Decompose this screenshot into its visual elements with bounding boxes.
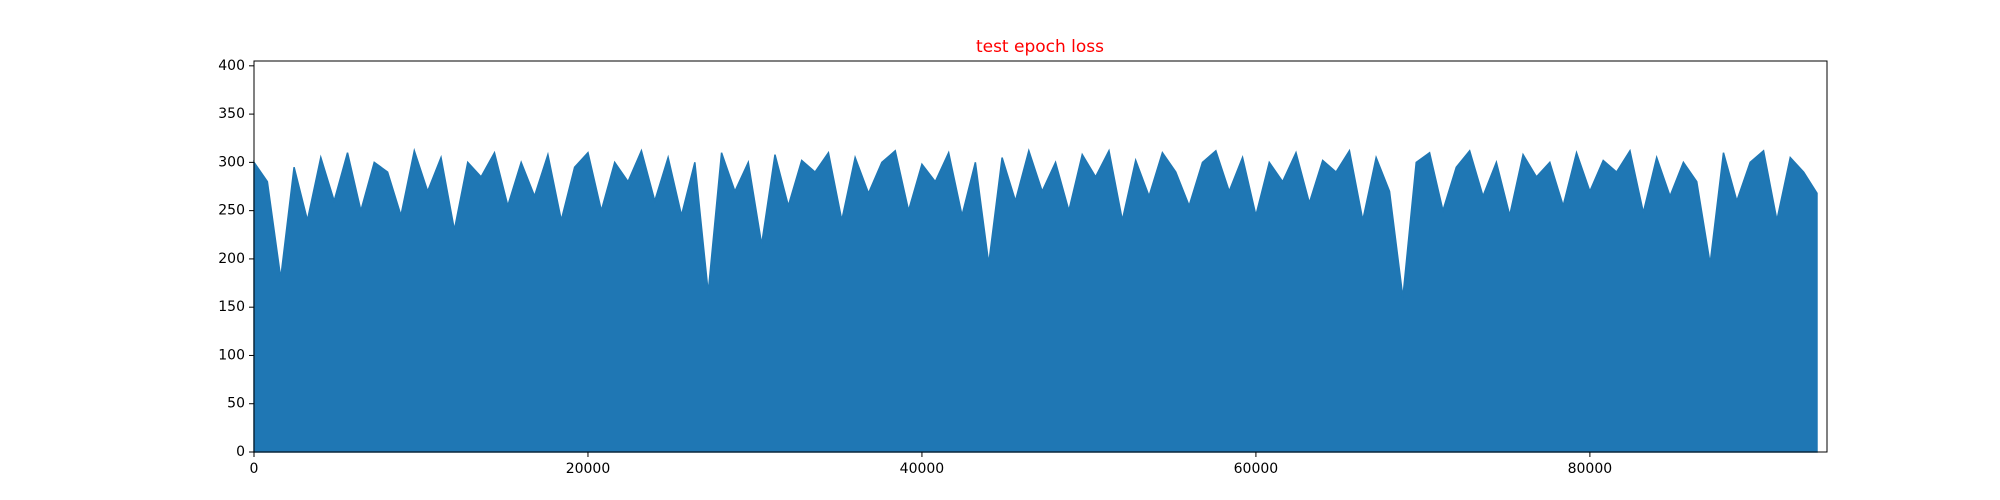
y-tick-label: 0	[236, 444, 245, 460]
y-tick-label: 400	[218, 58, 245, 74]
y-tick-label: 100	[218, 347, 245, 363]
y-tick-label: 250	[218, 203, 245, 219]
y-tick-label: 300	[218, 154, 245, 170]
y-tick-label: 150	[218, 299, 245, 315]
x-tick-label: 60000	[1234, 461, 1279, 477]
x-tick-label: 80000	[1568, 461, 1613, 477]
y-tick-label: 350	[218, 106, 245, 122]
y-tick-label: 200	[218, 251, 245, 267]
x-tick-label: 0	[250, 461, 259, 477]
x-tick-label: 40000	[900, 461, 945, 477]
x-tick-label: 20000	[566, 461, 611, 477]
chart-title: test epoch loss	[976, 37, 1104, 57]
area	[253, 147, 1818, 453]
plot-frame	[253, 60, 1828, 453]
y-tick-label: 50	[227, 396, 245, 412]
